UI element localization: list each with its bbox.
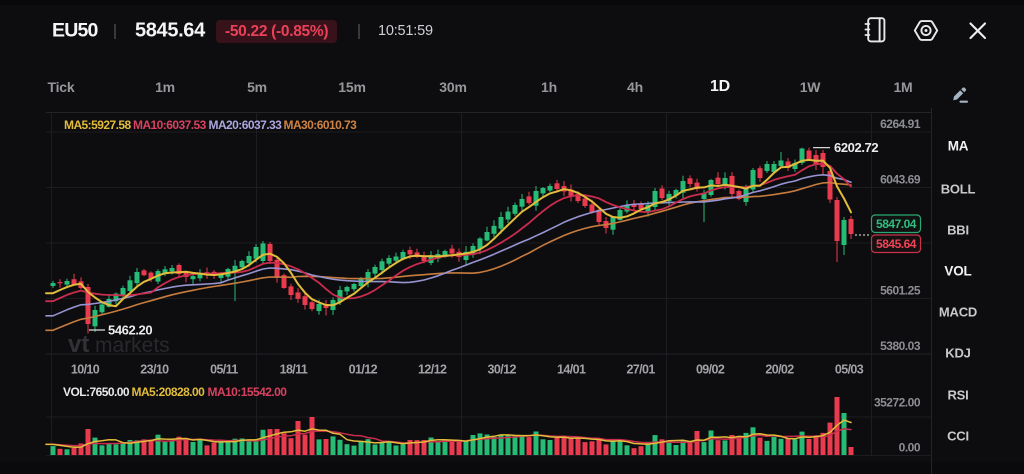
svg-text:vt: vt	[68, 331, 89, 358]
svg-text:5847.04: 5847.04	[876, 217, 917, 231]
svg-text:6043.69: 6043.69	[880, 173, 921, 187]
svg-text:18/11: 18/11	[280, 362, 308, 376]
svg-text:5845.64: 5845.64	[876, 237, 917, 251]
svg-text:5601.25: 5601.25	[880, 284, 921, 298]
svg-text:30/12: 30/12	[488, 362, 517, 376]
svg-text:markets: markets	[95, 334, 170, 357]
svg-text:23/10: 23/10	[140, 362, 169, 376]
svg-text:05/03: 05/03	[835, 362, 864, 376]
svg-text:14/01: 14/01	[557, 362, 586, 376]
svg-text:5462.20: 5462.20	[108, 323, 152, 338]
svg-text:20/02: 20/02	[765, 362, 794, 376]
svg-text:MA10:15542.00: MA10:15542.00	[208, 385, 288, 399]
svg-text:MA10:6037.53: MA10:6037.53	[133, 118, 207, 132]
svg-text:12/12: 12/12	[418, 362, 447, 376]
svg-text:0.00: 0.00	[899, 441, 921, 455]
svg-text:MA5:5927.58: MA5:5927.58	[64, 118, 132, 132]
svg-text:6202.72: 6202.72	[834, 140, 878, 155]
svg-text:5380.03: 5380.03	[880, 339, 921, 353]
svg-text:01/12: 01/12	[349, 362, 378, 376]
svg-text:6264.91: 6264.91	[880, 117, 921, 131]
svg-text:10/10: 10/10	[71, 362, 100, 376]
svg-text:VOL:7650.00: VOL:7650.00	[63, 385, 130, 399]
svg-text:MA5:20828.00: MA5:20828.00	[132, 385, 206, 399]
svg-text:MA30:6010.73: MA30:6010.73	[284, 118, 358, 132]
svg-text:35272.00: 35272.00	[874, 396, 921, 410]
svg-text:05/11: 05/11	[210, 362, 238, 376]
svg-text:09/02: 09/02	[696, 362, 725, 376]
svg-text:MA20:6037.33: MA20:6037.33	[209, 118, 283, 132]
svg-text:27/01: 27/01	[626, 362, 655, 376]
